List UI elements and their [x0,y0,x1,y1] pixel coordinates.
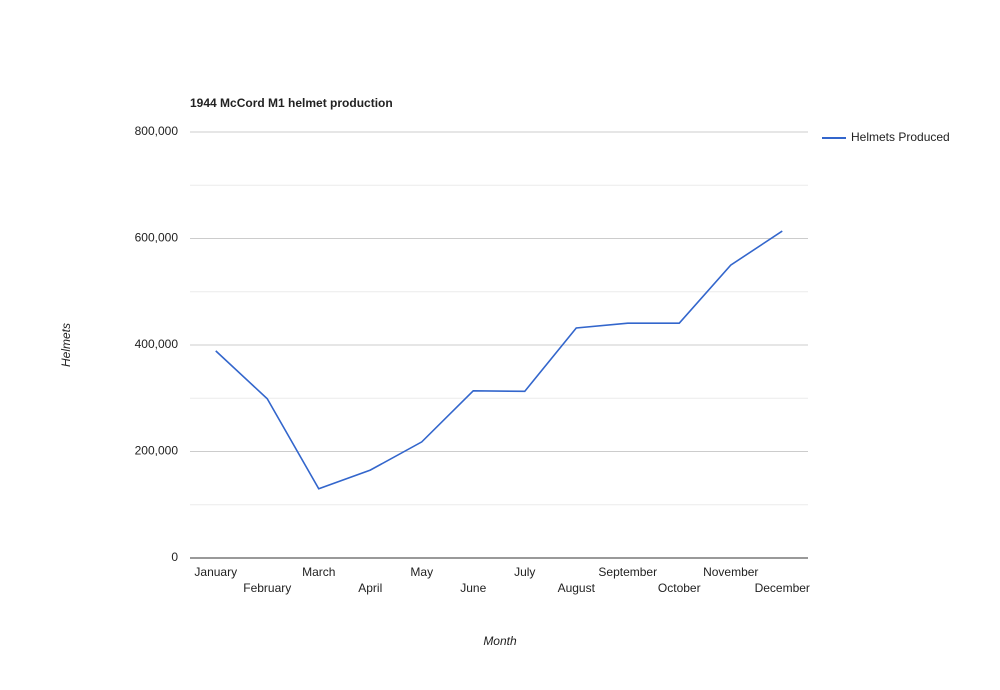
y-tick-label: 800,000 [135,124,179,138]
x-tick-label: August [558,581,596,595]
x-tick-label: October [658,581,701,595]
y-tick-label: 0 [171,550,178,564]
x-tick-label: May [410,565,433,579]
x-tick-label: March [302,565,335,579]
x-tick-label: January [194,565,237,579]
legend-label: Helmets Produced [851,130,950,144]
y-tick-label: 400,000 [135,337,179,351]
x-tick-label: February [243,581,291,595]
chart-title: 1944 McCord M1 helmet production [190,96,393,110]
x-axis-label: Month [483,634,517,648]
x-tick-label: November [703,565,758,579]
x-tick-label: June [460,581,486,595]
x-tick-label: September [598,565,657,579]
y-tick-label: 200,000 [135,444,179,458]
y-axis-label: Helmets [59,323,73,367]
x-tick-label: December [755,581,810,595]
line-series [215,230,783,490]
y-tick-label: 600,000 [135,231,179,245]
x-tick-label: July [514,565,535,579]
x-tick-label: April [358,581,382,595]
